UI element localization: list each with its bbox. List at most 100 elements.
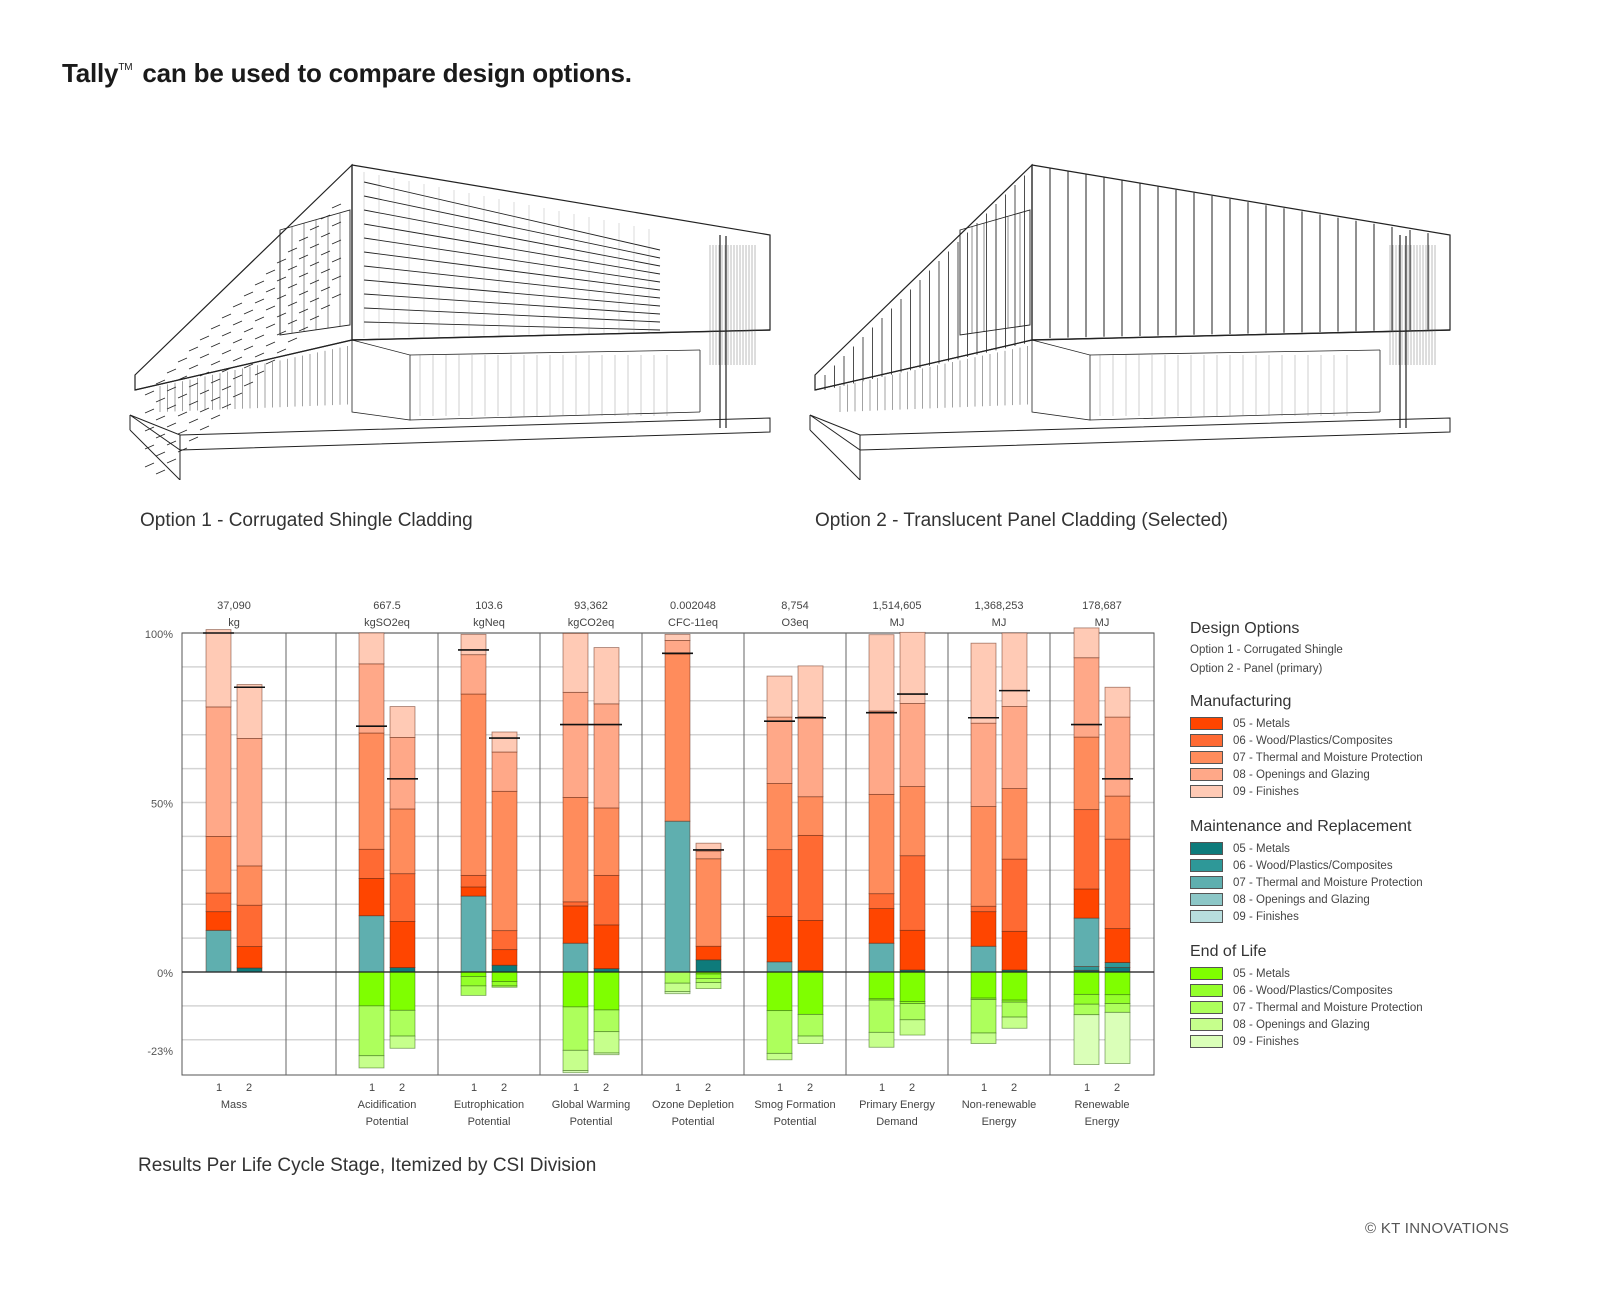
- legend-label: 06 - Wood/Plastics/Composites: [1233, 984, 1393, 997]
- legend-group-manufacturing: Manufacturing 05 - Metals 06 - Wood/Plasti…: [1190, 693, 1470, 800]
- legend-swatch: [1190, 751, 1223, 764]
- legend-label: 09 - Finishes: [1233, 910, 1299, 923]
- legend-groups: Manufacturing 05 - Metals 06 - Wood/Plasti…: [1190, 693, 1470, 1050]
- svg-text:MJ: MJ: [1095, 617, 1110, 629]
- legend-item: 06 - Wood/Plastics/Composites: [1190, 857, 1470, 874]
- legend-swatch: [1190, 842, 1223, 855]
- legend-item: 09 - Finishes: [1190, 783, 1470, 800]
- svg-text:CFC-11eq: CFC-11eq: [668, 617, 718, 629]
- building-line-drawing: [129, 163, 771, 486]
- bar-9-option-1: [1071, 627, 1102, 1065]
- legend-item: 07 - Thermal and Moisture Protection: [1190, 874, 1470, 891]
- svg-text:2: 2: [909, 1082, 915, 1094]
- svg-text:1: 1: [1084, 1082, 1090, 1094]
- legend-label: 06 - Wood/Plastics/Composites: [1233, 859, 1393, 872]
- bar-4-option-1: [560, 632, 591, 1074]
- legend-option-1: Option 1 - Corrugated Shingle: [1190, 644, 1343, 656]
- legend-item: 08 - Openings and Glazing: [1190, 891, 1470, 908]
- bar-6-option-1: [764, 675, 795, 1061]
- svg-text:8,754: 8,754: [781, 600, 809, 612]
- legend-label: 09 - Finishes: [1233, 1035, 1299, 1048]
- svg-text:Global Warming: Global Warming: [552, 1099, 630, 1111]
- legend-label: 08 - Openings and Glazing: [1233, 768, 1370, 781]
- svg-text:178,687: 178,687: [1082, 600, 1122, 612]
- legend-swatch: [1190, 785, 1223, 798]
- headline-brand: Tally: [62, 58, 119, 88]
- svg-text:Eutrophication: Eutrophication: [454, 1099, 524, 1111]
- legend-item: 06 - Wood/Plastics/Composites: [1190, 982, 1470, 999]
- bar-8-option-1: [968, 642, 999, 1044]
- chart-legend: Design Options Option 1 - Corrugated Shi…: [1190, 620, 1470, 1050]
- legend-design-options-title: Design Options: [1190, 620, 1300, 637]
- bar-5-option-1: [662, 633, 693, 995]
- headline-text: can be used to compare design options.: [142, 58, 632, 88]
- legend-item: 09 - Finishes: [1190, 1033, 1470, 1050]
- legend-item: 07 - Thermal and Moisture Protection: [1190, 749, 1470, 766]
- svg-text:MJ: MJ: [992, 617, 1007, 629]
- legend-swatch: [1190, 859, 1223, 872]
- legend-group-maintenance-and-replacement: Maintenance and Replacement 05 - Metals 06…: [1190, 818, 1470, 925]
- svg-text:Mass: Mass: [221, 1099, 248, 1111]
- svg-text:2: 2: [1011, 1082, 1017, 1094]
- svg-text:37,090: 37,090: [217, 600, 251, 612]
- svg-text:2: 2: [807, 1082, 813, 1094]
- legend-item: 07 - Thermal and Moisture Protection: [1190, 999, 1470, 1016]
- bar-0-option-2: [234, 684, 265, 973]
- legend-swatch: [1190, 984, 1223, 997]
- option-1-building-rendering: [120, 150, 780, 486]
- trademark-mark: TM: [118, 62, 133, 73]
- legend-label: 06 - Wood/Plastics/Composites: [1233, 734, 1393, 747]
- svg-text:Primary Energy: Primary Energy: [859, 1099, 935, 1111]
- svg-text:kgSO2eq: kgSO2eq: [364, 617, 410, 629]
- legend-label: 05 - Metals: [1233, 717, 1290, 730]
- svg-text:Ozone Depletion: Ozone Depletion: [652, 1099, 734, 1111]
- option-1-caption: Option 1 - Corrugated Shingle Cladding: [140, 510, 473, 531]
- legend-item: 06 - Wood/Plastics/Composites: [1190, 732, 1470, 749]
- svg-text:1: 1: [369, 1082, 375, 1094]
- legend-label: 07 - Thermal and Moisture Protection: [1233, 1001, 1423, 1014]
- bar-4-option-2: [591, 647, 622, 1056]
- legend-item: 05 - Metals: [1190, 965, 1470, 982]
- svg-text:50%: 50%: [151, 799, 173, 811]
- svg-text:1: 1: [471, 1082, 477, 1094]
- legend-item: 08 - Openings and Glazing: [1190, 766, 1470, 783]
- legend-group-title: Maintenance and Replacement: [1190, 818, 1412, 835]
- legend-label: 05 - Metals: [1233, 842, 1290, 855]
- svg-text:Energy: Energy: [982, 1116, 1017, 1128]
- svg-text:93,362: 93,362: [574, 600, 608, 612]
- svg-text:2: 2: [1114, 1082, 1120, 1094]
- legend-group-title: Manufacturing: [1190, 693, 1292, 710]
- page-headline: TallyTM can be used to compare design op…: [62, 58, 632, 89]
- bar-9-option-2: [1102, 686, 1133, 1064]
- building-line-drawing: [809, 163, 1451, 481]
- svg-text:Acidification: Acidification: [358, 1099, 417, 1111]
- svg-text:2: 2: [246, 1082, 252, 1094]
- svg-text:MJ: MJ: [890, 617, 905, 629]
- bar-8-option-2: [999, 632, 1030, 1029]
- svg-text:Potential: Potential: [570, 1116, 613, 1128]
- legend-group-end-of-life: End of Life 05 - Metals 06 - Wood/Plastics…: [1190, 943, 1470, 1050]
- svg-text:0%: 0%: [157, 968, 173, 980]
- bar-3-option-2: [489, 731, 520, 988]
- svg-text:1,514,605: 1,514,605: [873, 600, 922, 612]
- legend-swatch: [1190, 1035, 1223, 1048]
- legend-swatch: [1190, 734, 1223, 747]
- bar-5-option-2: [693, 842, 724, 990]
- bar-7-option-1: [866, 634, 897, 1048]
- svg-text:Renewable: Renewable: [1074, 1099, 1129, 1111]
- svg-text:100%: 100%: [145, 629, 173, 641]
- svg-text:Potential: Potential: [366, 1116, 409, 1128]
- svg-text:kgNeq: kgNeq: [473, 617, 505, 629]
- svg-text:Potential: Potential: [468, 1116, 511, 1128]
- svg-text:Non-renewable: Non-renewable: [962, 1099, 1037, 1111]
- copyright-notice: © KT INNOVATIONS: [1365, 1220, 1510, 1237]
- bar-6-option-2: [795, 665, 826, 1044]
- legend-item: 05 - Metals: [1190, 715, 1470, 732]
- legend-swatch: [1190, 1018, 1223, 1031]
- bar-2-option-2: [387, 706, 418, 1049]
- svg-text:103.6: 103.6: [475, 600, 503, 612]
- legend-swatch: [1190, 1001, 1223, 1014]
- legend-item: 08 - Openings and Glazing: [1190, 1016, 1470, 1033]
- svg-text:2: 2: [705, 1082, 711, 1094]
- svg-text:Potential: Potential: [774, 1116, 817, 1128]
